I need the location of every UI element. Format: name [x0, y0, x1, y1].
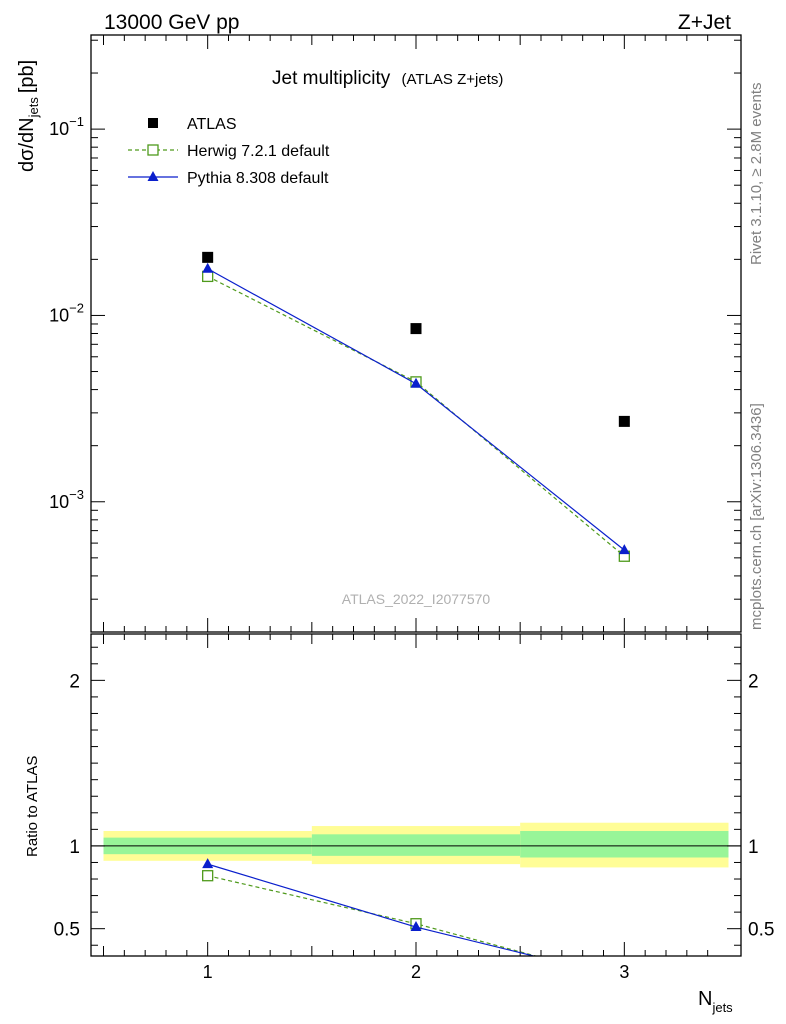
ratio-tick-label-right-1: 1: [748, 837, 759, 858]
pythia-ratio-point-0: [202, 858, 214, 869]
pythia-ratio-point-1: [410, 921, 422, 932]
y-axis-label: dσ/dNjets[pb]: [16, 60, 41, 172]
mcplots-label: mcplots.cern.ch [arXiv:1306.3436]: [748, 403, 765, 630]
ratio-tick-label-left-1: 1: [69, 837, 80, 858]
x-axis-label: Njets: [698, 988, 733, 1015]
y-tick-label-1: 10−2: [49, 300, 84, 325]
legend-atlas-marker: [148, 118, 158, 128]
analysis-label: ATLAS_2022_I2077570: [342, 591, 491, 607]
atlas-point-1: [410, 323, 422, 335]
pythia-point-1: [410, 377, 422, 388]
legend-pythia-label: Pythia 8.308 default: [187, 170, 329, 187]
legend: ATLAS Herwig 7.2.1 default Pythia 8.308 …: [128, 116, 330, 187]
y-tick-label-2: 10−3: [49, 487, 84, 512]
x-tick-label-2: 3: [619, 962, 629, 982]
atlas-point-0: [202, 251, 214, 263]
atlas-band-inner: [311, 834, 521, 856]
x-tick-label-1: 2: [411, 962, 421, 982]
energy-label: 13000 GeV pp: [104, 11, 239, 34]
pythia-line: [207, 268, 625, 551]
ratio-tick-label-right-0: 2: [748, 671, 759, 692]
ratio-frame: [90, 633, 742, 957]
rivet-label: Rivet 3.1.10, ≥ 2.8M events: [748, 83, 765, 266]
x-tick-label-0: 1: [203, 962, 213, 982]
atlas-point-2: [618, 415, 630, 427]
ratio-panel: 1 2 3 2 2 1 1 0.5 0.5: [54, 634, 774, 982]
legend-herwig-label: Herwig 7.2.1 default: [187, 143, 330, 160]
herwig-series: [202, 270, 630, 562]
y-tick-label-0: 10−1: [49, 114, 84, 139]
ratio-tick-label-left-0: 2: [69, 671, 80, 692]
pythia-point-2: [618, 544, 630, 555]
pythia-series: [202, 262, 630, 555]
main-frame: [90, 34, 742, 633]
ratio-y-axis-label: Ratio to ATLAS: [24, 756, 41, 857]
process-label: Z+Jet: [678, 11, 731, 34]
pythia-ratio-series: [202, 858, 537, 956]
herwig-line: [207, 275, 625, 557]
main-panel: 10−1 10−2 10−3: [49, 35, 741, 633]
atlas-band-inner: [520, 831, 729, 858]
atlas-uncertainty-bands: [103, 822, 729, 868]
ratio-tick-label-right-2: 0.5: [748, 920, 774, 941]
ratio-tick-label-left-2: 0.5: [54, 920, 80, 941]
legend-herwig-marker: [147, 144, 159, 156]
chart-title: Jet multiplicity (ATLAS Z+jets): [272, 68, 503, 89]
herwig-ratio-point-0: [202, 870, 214, 882]
herwig-point-0: [202, 270, 214, 283]
legend-atlas-label: ATLAS: [187, 116, 237, 133]
pythia-point-0: [202, 262, 214, 273]
legend-pythia-marker: [147, 171, 159, 181]
atlas-series: [202, 251, 630, 427]
